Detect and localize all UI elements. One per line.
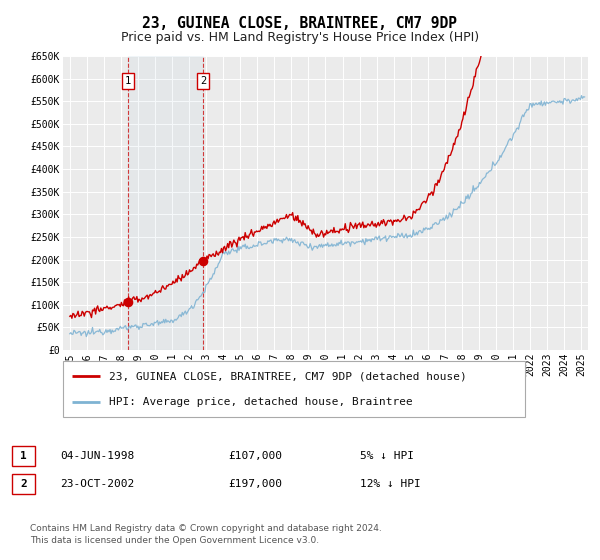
Text: £197,000: £197,000 (228, 479, 282, 489)
Point (198, 256, 208, 265)
Text: 23, GUINEA CLOSE, BRAINTREE, CM7 9DP (detached house): 23, GUINEA CLOSE, BRAINTREE, CM7 9DP (de… (109, 371, 467, 381)
Text: 2: 2 (200, 76, 206, 86)
Text: 12% ↓ HPI: 12% ↓ HPI (360, 479, 421, 489)
Text: 1: 1 (125, 76, 131, 86)
Point (124, 297, 133, 306)
Text: £107,000: £107,000 (228, 451, 282, 461)
Text: Price paid vs. HM Land Registry's House Price Index (HPI): Price paid vs. HM Land Registry's House … (121, 31, 479, 44)
Text: 5% ↓ HPI: 5% ↓ HPI (360, 451, 414, 461)
Text: 23, GUINEA CLOSE, BRAINTREE, CM7 9DP: 23, GUINEA CLOSE, BRAINTREE, CM7 9DP (143, 16, 458, 31)
Bar (128, 56, 203, 350)
Text: Contains HM Land Registry data © Crown copyright and database right 2024.
This d: Contains HM Land Registry data © Crown c… (30, 524, 382, 545)
Text: 1: 1 (20, 451, 27, 461)
Text: 2: 2 (20, 479, 27, 489)
Text: 04-JUN-1998: 04-JUN-1998 (60, 451, 134, 461)
Text: 23-OCT-2002: 23-OCT-2002 (60, 479, 134, 489)
Text: HPI: Average price, detached house, Braintree: HPI: Average price, detached house, Brai… (109, 397, 413, 407)
